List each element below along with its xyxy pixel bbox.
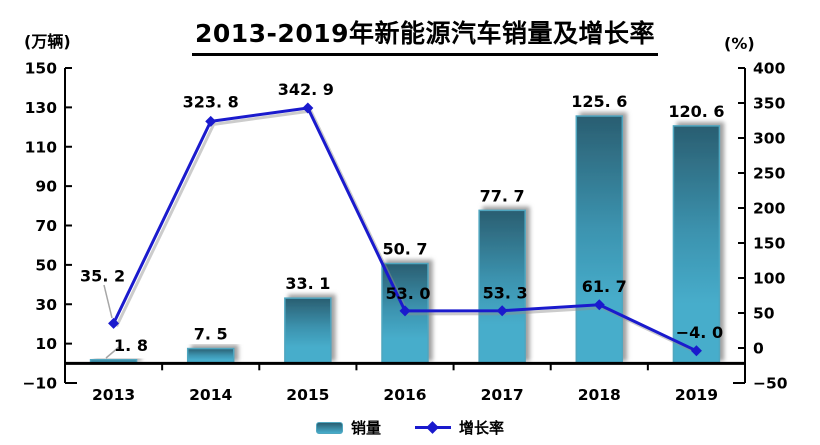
bar-value-label: 33. 1 bbox=[285, 274, 330, 293]
right-axis-tick-label: 200 bbox=[753, 200, 786, 218]
line-value-label: 53. 0 bbox=[385, 284, 430, 303]
line-value-label: 323. 8 bbox=[183, 92, 239, 111]
left-axis-tick-label: 70 bbox=[35, 217, 57, 235]
line-value-label: 35. 2 bbox=[80, 266, 125, 285]
bar-2018 bbox=[575, 115, 624, 365]
line-diamond-icon bbox=[415, 421, 451, 434]
right-axis-tick-label: 100 bbox=[753, 270, 786, 288]
x-axis-label-2014: 2014 bbox=[189, 386, 232, 404]
line-marker-2013 bbox=[108, 317, 120, 329]
line-marker-2019 bbox=[690, 345, 702, 357]
bar-value-label: 1. 8 bbox=[114, 336, 148, 355]
legend: 销量 增长率 bbox=[0, 417, 820, 438]
right-axis-tick-label: 50 bbox=[753, 305, 775, 323]
x-axis-label-2015: 2015 bbox=[286, 386, 329, 404]
line-marker-2016 bbox=[399, 305, 411, 317]
right-axis-tick-label: −50 bbox=[753, 375, 788, 393]
bar-value-label: 125. 6 bbox=[571, 92, 627, 111]
legend-label-growth: 增长率 bbox=[459, 419, 505, 437]
line-marker-2014 bbox=[205, 115, 217, 127]
bar-2014 bbox=[186, 347, 235, 365]
legend-item-growth: 增长率 bbox=[415, 417, 504, 438]
left-axis-tick-label: 30 bbox=[35, 296, 57, 314]
bar-swatch-icon bbox=[315, 421, 343, 434]
legend-item-sales: 销量 bbox=[315, 417, 381, 438]
x-axis-label-2019: 2019 bbox=[675, 386, 718, 404]
line-marker-2017 bbox=[496, 305, 508, 317]
legend-label-sales: 销量 bbox=[350, 419, 381, 437]
right-axis-tick-label: 250 bbox=[753, 165, 786, 183]
bar-value-label: 120. 6 bbox=[668, 102, 724, 121]
line-value-label: 342. 9 bbox=[278, 80, 334, 99]
right-axis-tick-label: 300 bbox=[753, 130, 786, 148]
line-marker-2015 bbox=[302, 102, 314, 114]
left-axis-tick-label: 10 bbox=[35, 335, 57, 353]
bar-2019 bbox=[672, 125, 721, 365]
right-axis-tick-label: 0 bbox=[753, 340, 764, 358]
x-axis-label-2016: 2016 bbox=[383, 386, 426, 404]
left-axis-unit-label: (万辆) bbox=[24, 32, 71, 51]
left-axis-tick-label: 50 bbox=[35, 256, 57, 274]
bar-value-label: 77. 7 bbox=[480, 186, 525, 205]
line-value-label: 53. 3 bbox=[483, 284, 528, 303]
bar-value-label: 50. 7 bbox=[382, 239, 427, 258]
line-value-label: 61. 7 bbox=[582, 277, 627, 296]
line-value-label: −4. 0 bbox=[676, 323, 723, 342]
left-axis-tick-label: 90 bbox=[35, 178, 57, 196]
left-axis-tick-label: −10 bbox=[22, 375, 57, 393]
x-axis-label-2017: 2017 bbox=[481, 386, 524, 404]
bar-value-label: 7. 5 bbox=[194, 325, 228, 344]
left-axis-tick-label: 150 bbox=[25, 60, 58, 78]
x-axis-label-2018: 2018 bbox=[578, 386, 621, 404]
right-axis-tick-label: 400 bbox=[753, 60, 786, 78]
x-axis-label-2013: 2013 bbox=[92, 386, 135, 404]
line-marker-2018 bbox=[593, 299, 605, 311]
right-axis-unit-label: (%) bbox=[724, 34, 755, 53]
left-axis-tick-label: 110 bbox=[25, 138, 58, 156]
left-axis-tick-label: 130 bbox=[25, 99, 58, 117]
bar-2015 bbox=[284, 297, 332, 365]
right-axis-tick-label: 350 bbox=[753, 95, 786, 113]
line-label-leader-line bbox=[103, 284, 113, 319]
bar-label-leader-line bbox=[105, 346, 120, 359]
right-axis-tick-label: 150 bbox=[753, 235, 786, 253]
legend-diamond bbox=[426, 421, 439, 434]
